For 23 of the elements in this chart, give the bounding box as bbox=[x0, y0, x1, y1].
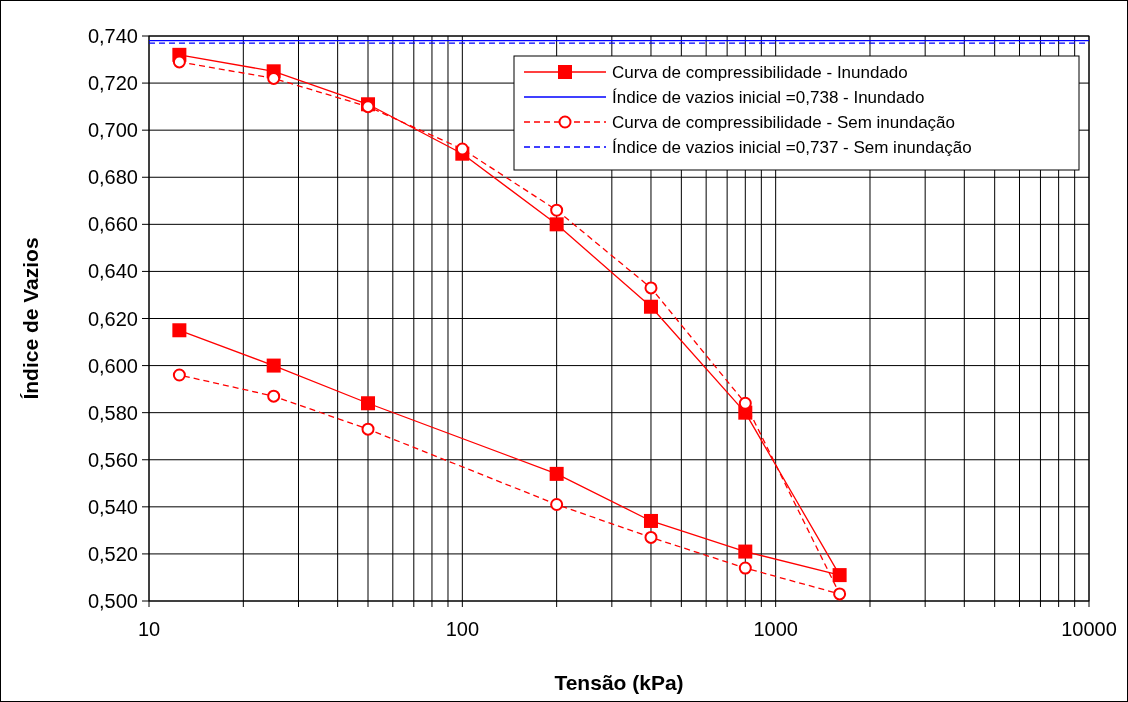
x-axis-title: Tensão (kPa) bbox=[554, 671, 684, 694]
y-tick-label: 0,500 bbox=[87, 590, 138, 612]
y-tick-label: 0,720 bbox=[87, 72, 138, 95]
y-axis-title: Índice de Vazios bbox=[19, 237, 42, 400]
y-tick-label: 0,540 bbox=[87, 495, 138, 518]
x-tick-label: 10 bbox=[137, 618, 161, 640]
y-tick-label: 0,580 bbox=[87, 401, 138, 424]
y-tick-label: 0,660 bbox=[87, 213, 138, 236]
legend-label: Curva de compressibilidade - Inundado bbox=[612, 63, 908, 82]
legend-label: Curva de compressibilidade - Sem inundação bbox=[612, 113, 956, 132]
y-tick-label: 0,700 bbox=[87, 119, 138, 142]
y-tick-label: 0,520 bbox=[87, 542, 138, 565]
x-tick-label: 10000 bbox=[1061, 618, 1117, 640]
x-tick-label: 100 bbox=[445, 618, 480, 640]
y-tick-label: 0,600 bbox=[87, 354, 138, 377]
y-tick-label: 0,620 bbox=[87, 307, 138, 330]
y-tick-label: 0,740 bbox=[87, 25, 138, 47]
y-tick-label: 0,560 bbox=[87, 448, 138, 471]
legend-label: Índice de vazios inicial =0,738 - Inundado bbox=[612, 88, 925, 107]
x-tick-label: 1000 bbox=[753, 618, 798, 640]
y-tick-label: 0,680 bbox=[87, 166, 138, 189]
legend-label: Índice de vazios inicial =0,737 - Sem inundação bbox=[612, 138, 972, 157]
y-tick-label: 0,640 bbox=[87, 260, 138, 283]
